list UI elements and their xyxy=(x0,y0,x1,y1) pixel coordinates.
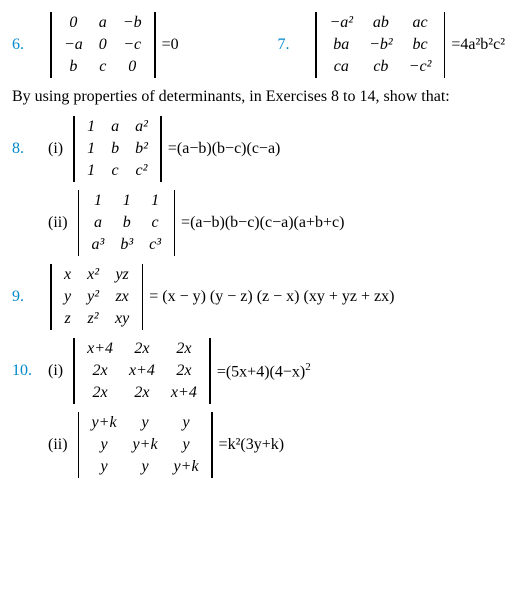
rhs-10ii: =k²(3y+k) xyxy=(219,436,285,454)
rhs-8ii: =(a−b)(b−c)(c−a)(a+b+c) xyxy=(181,214,344,232)
rhs-7: =4a²b²c² xyxy=(451,36,505,54)
det-7: −a²abac ba−b²bc cacb−c² xyxy=(315,12,445,78)
sub-8i: (i) xyxy=(48,140,63,158)
exercise-7: 7. −a²abac ba−b²bc cacb−c² =4a²b²c² xyxy=(277,12,509,78)
det-10i: x+42x2x 2xx+42x 2x2xx+4 xyxy=(73,338,211,404)
det-10ii: y+kyy yy+ky yyy+k xyxy=(78,412,213,478)
sub-10i: (i) xyxy=(48,362,63,380)
num-9: 9. xyxy=(12,288,36,306)
det-9: xx²yz yy²zx zz²xy xyxy=(50,264,143,330)
det-8i: 1aa² 1bb² 1cc² xyxy=(73,116,162,182)
exercise-9: 9. xx²yz yy²zx zz²xy = (x − y) (y − z) (… xyxy=(12,264,509,330)
exercise-8ii: (ii) 111 abc a³b³c³ =(a−b)(b−c)(c−a)(a+b… xyxy=(48,190,509,256)
exercise-6: 6. 0a−b −a0−c bc0 =0 xyxy=(12,12,183,78)
rhs-8i: =(a−b)(b−c)(c−a) xyxy=(168,140,280,158)
sub-8ii: (ii) xyxy=(48,214,68,232)
intro-text: By using properties of determinants, in … xyxy=(12,88,509,106)
exercise-8i: 8. (i) 1aa² 1bb² 1cc² =(a−b)(b−c)(c−a) xyxy=(12,116,509,182)
rhs-10i: =(5x+4)(4−x)2 xyxy=(217,361,311,381)
num-8: 8. xyxy=(12,140,36,158)
rhs-6: =0 xyxy=(162,36,179,54)
exercise-10ii: (ii) y+kyy yy+ky yyy+k =k²(3y+k) xyxy=(48,412,509,478)
num-6: 6. xyxy=(12,36,36,54)
exercise-10i: 10. (i) x+42x2x 2xx+42x 2x2xx+4 =(5x+4)(… xyxy=(12,338,509,404)
sub-10ii: (ii) xyxy=(48,436,68,454)
row-6-7: 6. 0a−b −a0−c bc0 =0 7. −a²abac ba−b²bc … xyxy=(12,12,509,78)
num-10: 10. xyxy=(12,362,36,380)
rhs-9: = (x − y) (y − z) (z − x) (xy + yz + zx) xyxy=(149,288,394,306)
det-6: 0a−b −a0−c bc0 xyxy=(50,12,156,78)
det-8ii: 111 abc a³b³c³ xyxy=(78,190,176,256)
num-7: 7. xyxy=(277,36,301,54)
